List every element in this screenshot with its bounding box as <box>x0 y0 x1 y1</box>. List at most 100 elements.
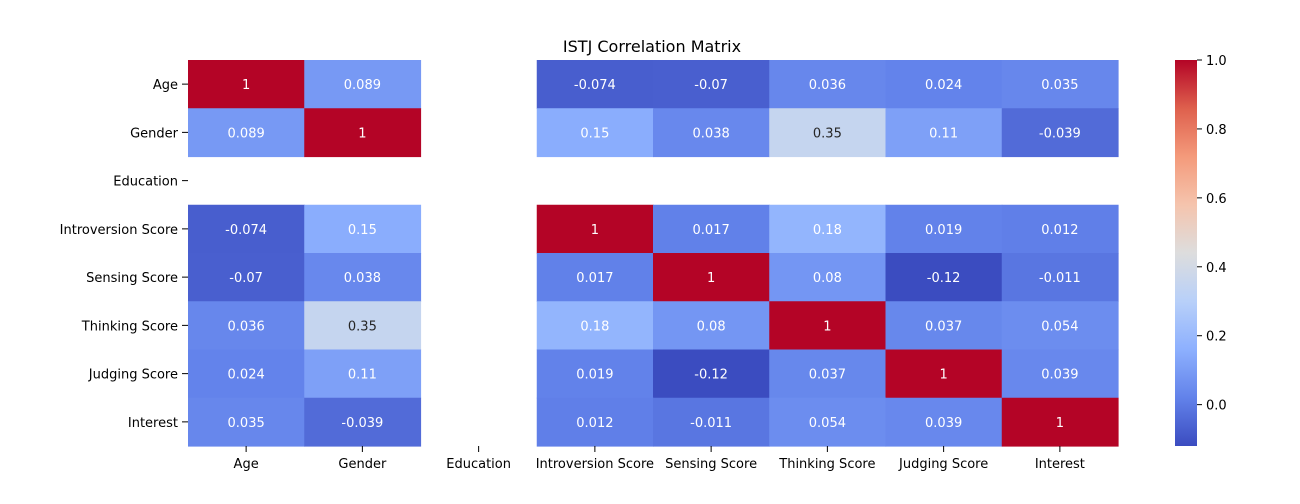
heatmap-cell <box>188 204 305 254</box>
heatmap-cell-label: -0.07 <box>694 78 728 93</box>
row-tick-label: Introversion Score <box>60 223 178 238</box>
column-tick-label: Gender <box>338 457 387 472</box>
heatmap-cell-label: 0.035 <box>1041 78 1078 93</box>
heatmap-cell-label: 0.012 <box>1041 223 1078 238</box>
heatmap-cell-label: 0.038 <box>344 271 381 286</box>
colorbar-tick-label: 1.0 <box>1206 54 1227 69</box>
heatmap-cell-label: 0.019 <box>576 368 613 383</box>
heatmap-cells <box>188 60 1119 447</box>
heatmap-cell-label: 0.019 <box>925 223 962 238</box>
heatmap-cell-label: 0.11 <box>348 368 377 383</box>
heatmap-cell <box>1001 204 1119 254</box>
column-tick-label: Education <box>446 457 511 472</box>
heatmap-cell <box>769 397 887 447</box>
heatmap-cell <box>653 253 770 302</box>
heatmap-cell <box>653 60 770 109</box>
heatmap-cell <box>769 301 887 351</box>
heatmap-cell-label: 0.024 <box>228 368 265 383</box>
column-tick-label: Interest <box>1035 457 1085 472</box>
heatmap-cell <box>1001 397 1119 447</box>
heatmap-cell <box>188 60 305 109</box>
heatmap-cell-label: 1 <box>358 126 366 141</box>
heatmap-cell <box>1001 60 1119 109</box>
heatmap-cell <box>653 204 770 254</box>
heatmap-cell-label: 0.012 <box>576 416 613 431</box>
heatmap-cell <box>188 253 305 302</box>
column-tick-label: Judging Score <box>898 457 988 472</box>
heatmap-cell-label: -0.011 <box>1039 271 1081 286</box>
heatmap-cell-label: 1 <box>939 368 947 383</box>
heatmap-cell <box>653 397 770 447</box>
row-tick-label: Age <box>153 78 178 93</box>
heatmap-cell-label: 0.035 <box>228 416 265 431</box>
heatmap-cell <box>536 397 654 447</box>
heatmap-cell <box>885 301 1003 351</box>
heatmap-cell <box>1001 108 1119 158</box>
heatmap-cell <box>769 60 887 109</box>
row-tick-label: Sensing Score <box>86 271 178 286</box>
chart-title: ISTJ Correlation Matrix <box>563 37 741 56</box>
heatmap-cell-label: -0.039 <box>1039 126 1081 141</box>
heatmap-cell <box>304 204 422 254</box>
heatmap-cell <box>536 253 654 302</box>
column-tick-label: Age <box>234 457 259 472</box>
column-tick-label: Introversion Score <box>536 457 654 472</box>
heatmap-cell-label: 0.089 <box>228 126 265 141</box>
heatmap-cell-label: 0.35 <box>348 319 377 334</box>
heatmap-cell <box>1001 349 1119 399</box>
heatmap-cell-label: 0.35 <box>813 126 842 141</box>
heatmap-cell-label: -0.074 <box>225 223 267 238</box>
heatmap-cell-label: 0.038 <box>693 126 730 141</box>
heatmap-cell <box>885 253 1003 302</box>
heatmap-cell <box>188 301 305 351</box>
heatmap-cell <box>304 108 422 158</box>
heatmap-cell <box>536 301 654 351</box>
colorbar-tick-label: 0.8 <box>1206 123 1227 138</box>
colorbar-gradient <box>1175 60 1197 446</box>
heatmap-cell-label: -0.12 <box>927 271 961 286</box>
heatmap-cell <box>304 301 422 351</box>
heatmap-cell <box>188 397 305 447</box>
heatmap-cell-label: 0.037 <box>925 319 962 334</box>
heatmap-cell <box>769 349 887 399</box>
row-tick-label: Thinking Score <box>81 319 178 334</box>
heatmap-cell <box>885 204 1003 254</box>
heatmap-cell-label: 0.11 <box>929 126 958 141</box>
heatmap-cell-label: 1 <box>707 271 715 286</box>
heatmap-cell-label: -0.011 <box>690 416 732 431</box>
row-tick-label: Judging Score <box>88 368 178 383</box>
heatmap-cell <box>769 108 887 158</box>
heatmap-cell <box>304 253 422 302</box>
colorbar-tick-label: 0.2 <box>1206 330 1227 345</box>
heatmap-cell-label: 0.15 <box>580 126 609 141</box>
heatmap-cell-label: 0.039 <box>925 416 962 431</box>
heatmap-cell <box>188 108 305 158</box>
heatmap-cell-label: 0.054 <box>809 416 846 431</box>
heatmap-cell <box>653 108 770 158</box>
heatmap-cell-label: 1 <box>242 78 250 93</box>
heatmap-cell-label: 0.017 <box>576 271 613 286</box>
heatmap-cell <box>885 349 1003 399</box>
row-tick-label: Interest <box>128 416 178 431</box>
heatmap-cell-label: 1 <box>823 319 831 334</box>
heatmap-cell <box>188 349 305 399</box>
column-tick-labels: Age Gender Education Introversion Score Sens… <box>234 446 1085 472</box>
heatmap-cell <box>769 204 887 254</box>
row-tick-label: Gender <box>130 126 179 141</box>
row-tick-label: Education <box>113 175 178 190</box>
heatmap-cell-label: -0.074 <box>574 78 616 93</box>
heatmap-cell-label: 0.18 <box>813 223 842 238</box>
heatmap-cell-label: 0.054 <box>1041 319 1078 334</box>
heatmap-cell <box>1001 301 1119 351</box>
heatmap-cell <box>536 204 654 254</box>
heatmap-cell <box>769 253 887 302</box>
heatmap-cell-label: 0.036 <box>809 78 846 93</box>
colorbar-tick-label: 0.0 <box>1206 399 1227 414</box>
column-tick-label: Sensing Score <box>665 457 757 472</box>
heatmap-cell <box>885 108 1003 158</box>
colorbar-tick-label: 0.4 <box>1206 261 1227 276</box>
heatmap-cell-label: 0.037 <box>809 368 846 383</box>
heatmap-cell-label: 1 <box>591 223 599 238</box>
